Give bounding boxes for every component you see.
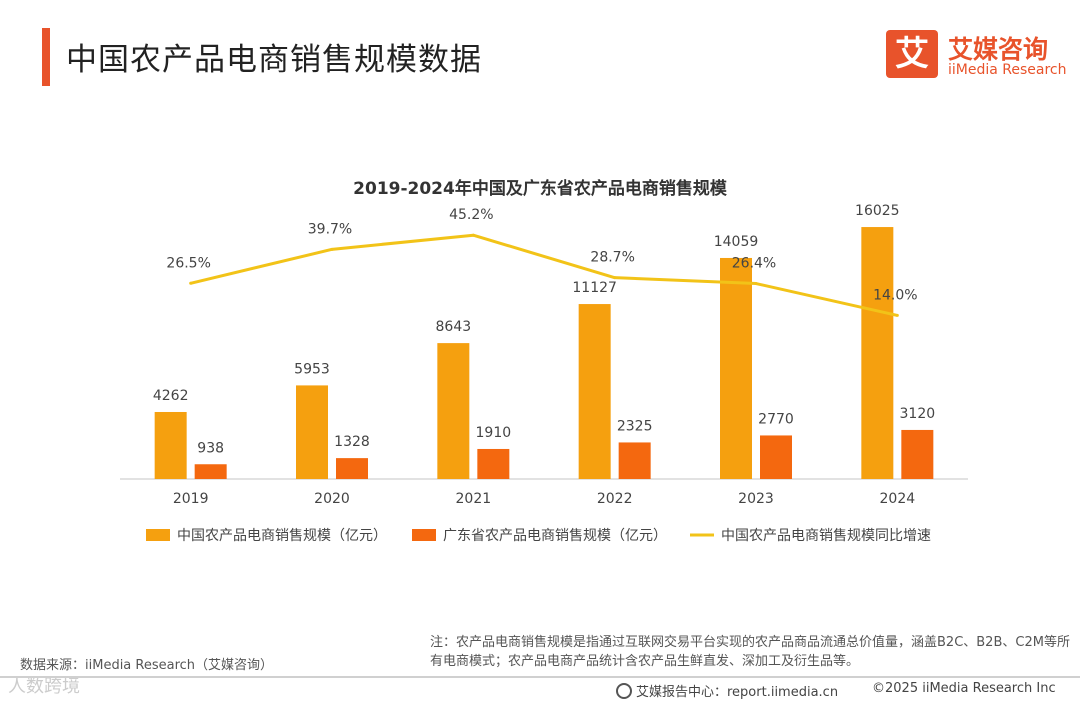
x-tick-2020: 2020 (314, 491, 350, 507)
brand-name-en: iiMedia Research (948, 62, 1067, 78)
bar-label-china-2020: 5953 (294, 361, 330, 377)
bar-guangdong-2020 (336, 458, 368, 479)
growth-point-2024 (895, 313, 899, 317)
bar-china-2023 (720, 257, 752, 479)
growth-label-2023: 26.4% (732, 256, 776, 272)
watermark: 人数跨境 (8, 676, 80, 697)
bar-china-2019 (154, 411, 187, 479)
bar-label-guangdong-2019: 938 (197, 440, 224, 456)
growth-label-2022: 28.7% (590, 250, 634, 266)
bar-guangdong-2019 (194, 464, 227, 479)
bar-china-2021 (437, 343, 470, 479)
bar-guangdong-2024 (901, 429, 934, 479)
x-tick-2024: 2024 (880, 491, 916, 507)
chart-title: 2019-2024年中国及广东省农产品电商销售规模 (353, 178, 728, 199)
bar-label-guangdong-2021: 1910 (476, 425, 512, 441)
x-tick-2022: 2022 (597, 491, 633, 507)
growth-label-2021: 45.2% (449, 207, 493, 223)
growth-point-2019 (189, 281, 193, 285)
page-title: 中国农产品电商销售规模数据 (66, 42, 482, 78)
legend-label-china: 中国农产品电商销售规模（亿元） (177, 528, 387, 544)
brand-logo: 艾 艾媒咨询 iiMedia Research (886, 30, 1067, 82)
bar-label-guangdong-2022: 2325 (617, 418, 653, 434)
legend-swatch-china (146, 529, 170, 541)
bar-label-china-2019: 4262 (153, 388, 189, 404)
bar-china-2020 (296, 385, 328, 479)
bar-china-2024 (861, 227, 894, 479)
brand-logo-icon: 艾 (886, 30, 938, 78)
footer-divider (0, 676, 1080, 678)
growth-line (190, 233, 898, 317)
bar-guangdong-2022 (618, 442, 651, 479)
x-tick-2023: 2023 (738, 491, 774, 507)
legend-label-guangdong: 广东省农产品电商销售规模（亿元） (443, 528, 667, 544)
growth-point-2022 (613, 276, 617, 280)
bar-label-china-2024: 16025 (855, 203, 900, 219)
globe-icon (616, 683, 632, 699)
brand-name-cn: 艾媒咨询 (948, 35, 1049, 64)
growth-point-2023 (754, 282, 758, 286)
bar-label-guangdong-2020: 1328 (334, 434, 370, 450)
growth-point-2020 (330, 247, 334, 251)
footer-copyright: ©2025 iiMedia Research Inc (872, 681, 1056, 696)
growth-label-2024: 14.0% (873, 287, 917, 303)
x-tick-2021: 2021 (456, 491, 492, 507)
growth-label-2019: 26.5% (166, 255, 210, 271)
legend-label-growth: 中国农产品电商销售规模同比增速 (721, 528, 931, 544)
bar-label-china-2021: 8643 (436, 319, 472, 335)
bar-label-guangdong-2024: 3120 (900, 406, 936, 422)
bar-china-2022 (578, 304, 611, 479)
data-source: 数据来源：iiMedia Research（艾媒咨询） (20, 658, 274, 673)
title-accent-bar (42, 28, 50, 86)
bar-label-china-2023: 14059 (714, 234, 759, 250)
footer-report-center: 艾媒报告中心：report.iimedia.cn (616, 681, 838, 700)
growth-label-2020: 39.7% (308, 221, 352, 237)
bar-label-guangdong-2023: 2770 (758, 411, 794, 427)
bar-guangdong-2023 (760, 435, 792, 479)
chart-note: 注：农产品电商销售规模是指通过互联网交易平台实现的农产品商品流通总价值量，涵盖B… (430, 635, 1070, 669)
legend-swatch-guangdong (412, 529, 436, 541)
bar-guangdong-2021 (477, 448, 510, 479)
x-tick-2019: 2019 (173, 491, 209, 507)
bar-label-china-2022: 11127 (572, 280, 617, 296)
footer-report-center-text: 艾媒报告中心：report.iimedia.cn (636, 685, 839, 700)
growth-point-2021 (471, 233, 475, 237)
